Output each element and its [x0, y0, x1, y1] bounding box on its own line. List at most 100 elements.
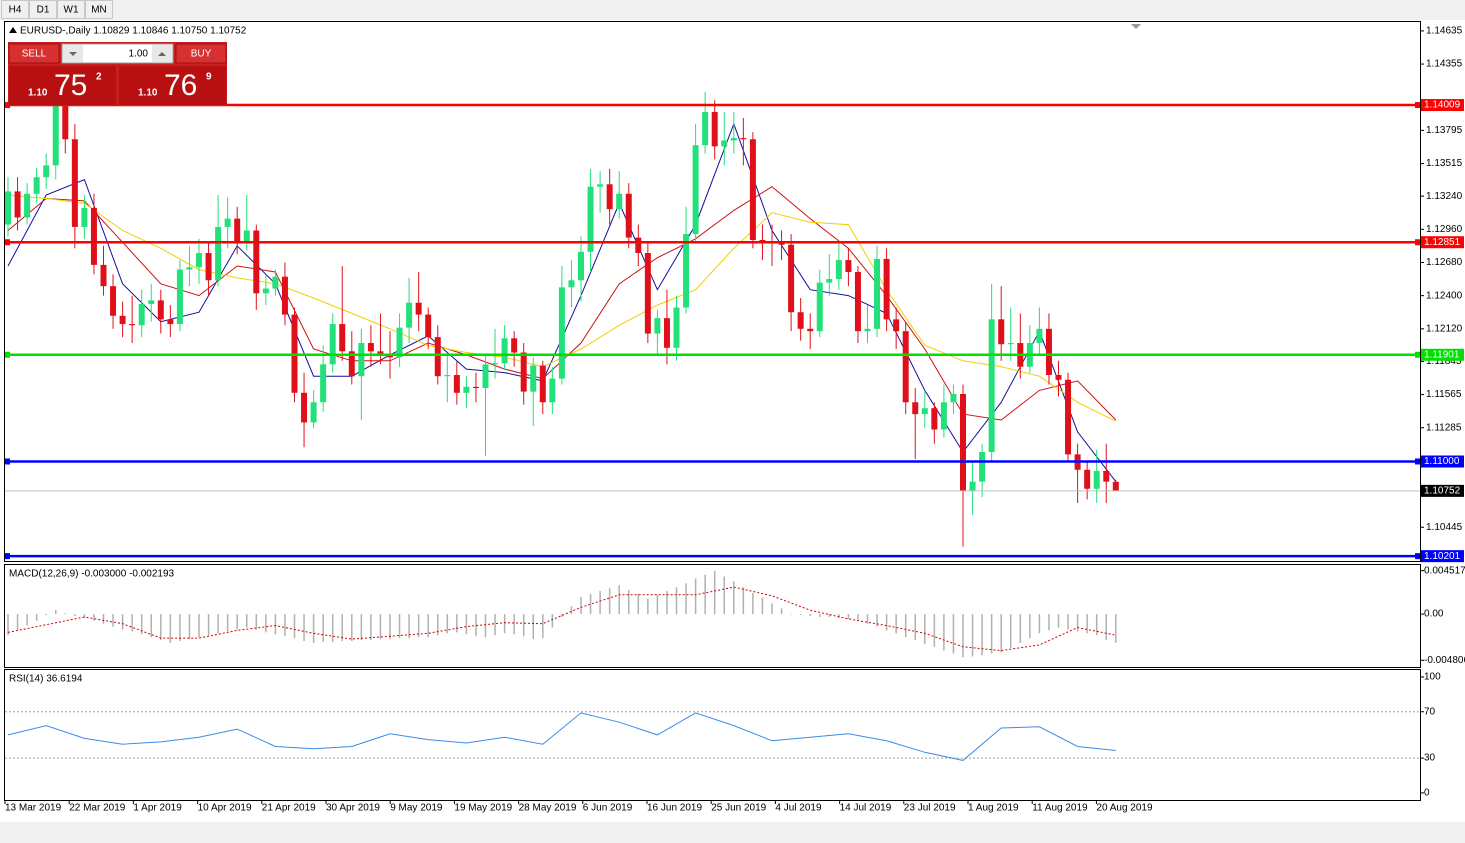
macd-bar: [370, 614, 372, 641]
lot-input[interactable]: [61, 43, 174, 64]
collapse-arrow[interactable]: [9, 27, 17, 33]
macd-bar: [618, 585, 620, 615]
candle-body: [463, 386, 470, 393]
ask-box[interactable]: [119, 66, 226, 105]
macd-bar: [408, 614, 410, 639]
candle-body: [176, 269, 183, 325]
x-tick-label: 14 Jul 2019: [840, 803, 892, 814]
candle-body: [625, 193, 632, 238]
chart-bg: [0, 20, 1465, 822]
macd-bar: [799, 614, 802, 616]
macd-bar: [675, 587, 678, 615]
candle-body: [587, 186, 594, 252]
candle-body: [1065, 379, 1072, 455]
candle-body: [453, 375, 460, 393]
macd-bar: [1095, 614, 1098, 636]
candle-body: [425, 314, 432, 338]
y-tick-label: 1.13515: [1426, 158, 1463, 169]
lot-down-arrow: [69, 52, 77, 56]
candle-body: [1093, 470, 1100, 489]
macd-bar: [838, 614, 840, 618]
candle-body: [24, 193, 31, 218]
timeframe-label: W1: [64, 5, 79, 16]
x-tick-label: 1 Apr 2019: [133, 803, 182, 814]
candle-body: [921, 408, 928, 415]
x-tick-label: 1 Aug 2019: [968, 803, 1019, 814]
candle-body: [205, 253, 212, 281]
timeframe-button[interactable]: [57, 0, 85, 19]
x-tick-label: 6 Jun 2019: [583, 803, 633, 814]
timeframe-button[interactable]: [85, 0, 113, 19]
timeframe-label: H4: [9, 5, 22, 16]
macd-bar: [522, 614, 525, 637]
candle-body: [530, 365, 537, 392]
candle-body: [979, 452, 986, 482]
candle-body: [520, 352, 527, 392]
macd-bar: [761, 597, 764, 615]
candle-body: [167, 319, 174, 325]
candle-body: [138, 303, 145, 326]
macd-bar: [733, 581, 735, 615]
timeframe-label: D1: [37, 5, 50, 16]
candle-body: [749, 139, 756, 240]
bid-box[interactable]: [9, 66, 116, 105]
candle-body: [434, 337, 441, 377]
candle-body: [654, 318, 661, 334]
sell-button[interactable]: [8, 43, 60, 64]
macd-label: MACD(12,26,9) -0.003000 -0.002193: [9, 569, 175, 580]
buy-button[interactable]: [175, 43, 227, 64]
candle-body: [778, 243, 785, 245]
candle-body: [272, 276, 279, 289]
candle-body: [597, 184, 604, 187]
candle-body: [62, 88, 69, 140]
macd-bar: [322, 614, 324, 642]
macd-bar: [790, 614, 792, 615]
candle-body: [578, 251, 584, 281]
x-tick-label: 23 Jul 2019: [904, 803, 956, 814]
shift-marker: [1131, 24, 1141, 29]
macd-bar: [1115, 614, 1117, 643]
candle-body: [415, 302, 422, 315]
rsi-label: RSI(14) 36.6194: [9, 674, 83, 685]
bid-point: 2: [96, 72, 102, 83]
macd-bar: [694, 578, 697, 615]
candle-body: [616, 193, 623, 210]
macd-bar: [284, 614, 286, 637]
macd-bar: [1038, 614, 1041, 634]
candle-body: [281, 276, 288, 315]
macd-bar: [179, 614, 181, 642]
y-tick-label: 1.13240: [1426, 191, 1463, 202]
macd-bar: [904, 614, 907, 638]
macd-bar: [962, 614, 964, 658]
macd-bar: [752, 592, 754, 615]
candle-body: [100, 264, 107, 287]
macd-bar: [188, 614, 191, 640]
candle-body: [788, 244, 795, 313]
rsi-line: [7, 712, 1116, 761]
candle-body: [367, 343, 374, 352]
candle-body: [673, 307, 680, 348]
x-tick-label: 21 Apr 2019: [262, 803, 316, 814]
candle-body: [1036, 328, 1043, 344]
x-tick-label: 30 Apr 2019: [326, 803, 380, 814]
timeframe-button[interactable]: [29, 0, 57, 19]
macd-bar: [1105, 614, 1107, 641]
candle-body: [472, 386, 479, 389]
candle-body: [90, 207, 97, 265]
candle-body: [893, 319, 900, 332]
candle-body: [329, 324, 336, 365]
macd-bar: [971, 614, 974, 657]
macd-bar: [713, 570, 716, 615]
macd-bar: [599, 590, 601, 615]
timeframe-label: MN: [91, 5, 107, 16]
candle-body: [1007, 343, 1014, 345]
x-tick-label: 4 Jul 2019: [775, 803, 822, 814]
one-click-trading: SELL 1.00 BUY 1.10 75 2 1.10 76 9: [8, 42, 227, 106]
macd-bar: [1010, 614, 1012, 648]
macd-bar: [456, 614, 458, 633]
timeframe-button[interactable]: [1, 0, 29, 19]
candle-body: [988, 319, 995, 453]
macd-bar: [398, 614, 401, 639]
macd-bar: [551, 614, 554, 628]
macd-bar: [771, 603, 773, 615]
